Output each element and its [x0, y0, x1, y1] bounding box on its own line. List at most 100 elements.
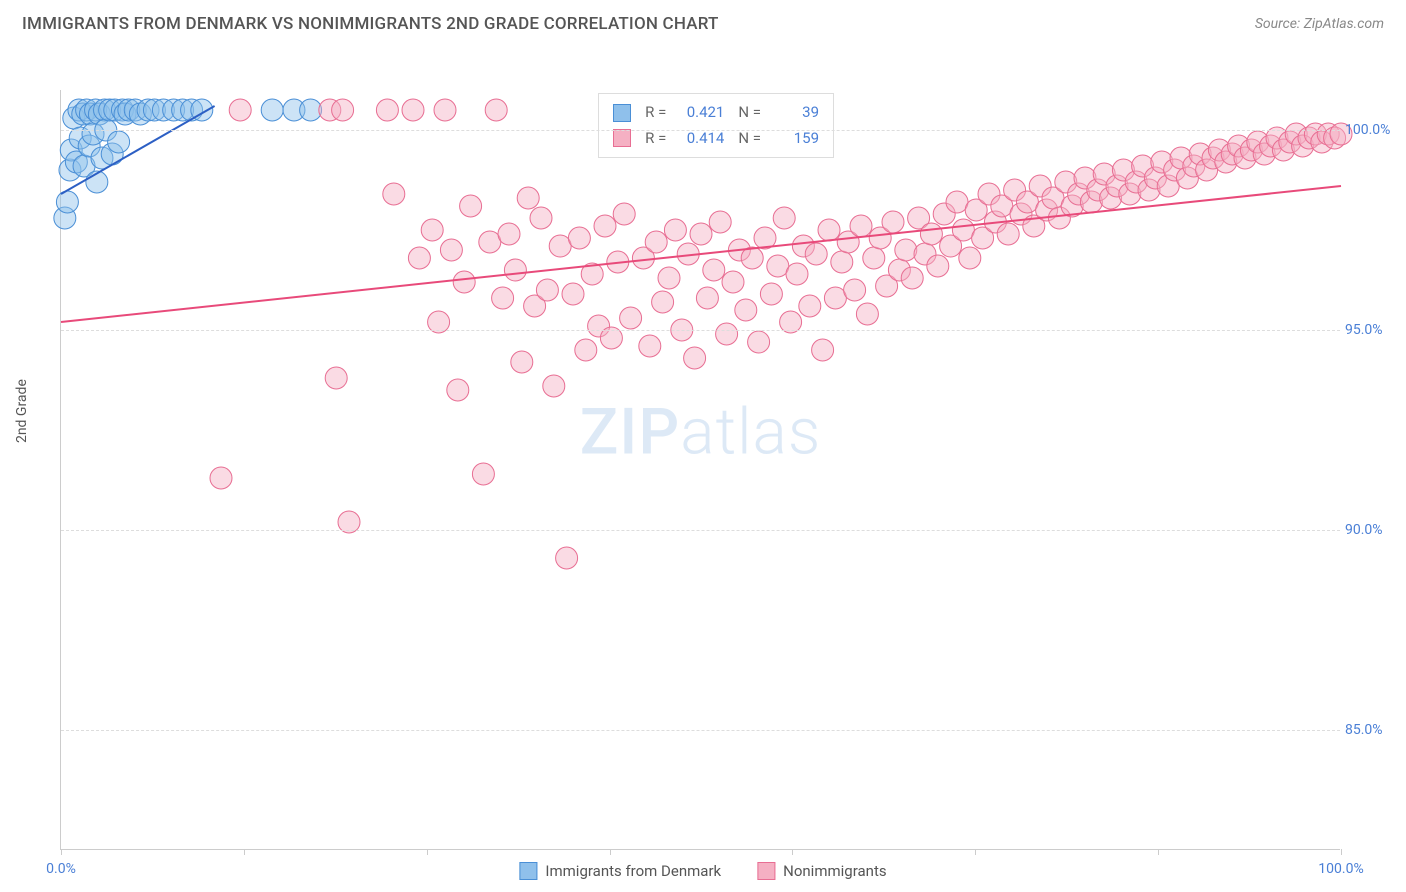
- scatter-point: [383, 183, 405, 205]
- scatter-point: [492, 287, 514, 309]
- scatter-point: [568, 227, 590, 249]
- scatter-point: [447, 379, 469, 401]
- scatter-point: [773, 207, 795, 229]
- n-value: 39: [771, 100, 819, 126]
- source-label: Source: ZipAtlas.com: [1255, 16, 1384, 32]
- scatter-point: [332, 99, 354, 121]
- scatter-point: [517, 187, 539, 209]
- scatter-point: [479, 231, 501, 253]
- scatter-point: [453, 271, 475, 293]
- scatter-point: [498, 223, 520, 245]
- scatter-point: [863, 247, 885, 269]
- gridline: [61, 330, 1340, 331]
- xtick: [975, 849, 976, 855]
- scatter-point: [652, 291, 674, 313]
- scatter-point: [485, 99, 507, 121]
- scatter-point: [562, 283, 584, 305]
- scatter-point: [959, 247, 981, 269]
- stats-row: R = 0.421 N = 39: [613, 100, 819, 126]
- scatter-point: [901, 267, 923, 289]
- xtick-label: 0.0%: [46, 861, 76, 877]
- scatter-point: [799, 295, 821, 317]
- ytick-label: 90.0%: [1345, 522, 1400, 538]
- scatter-point: [748, 331, 770, 353]
- scatter-svg: [61, 90, 1340, 849]
- legend-label: Immigrants from Denmark: [545, 862, 721, 880]
- scatter-point: [684, 347, 706, 369]
- scatter-point: [620, 307, 642, 329]
- scatter-point: [850, 215, 872, 237]
- scatter-point: [767, 255, 789, 277]
- scatter-point: [440, 239, 462, 261]
- xtick: [610, 849, 611, 855]
- swatch-icon: [519, 862, 537, 880]
- xtick: [792, 849, 793, 855]
- scatter-point: [511, 351, 533, 373]
- swatch-icon: [613, 129, 631, 147]
- legend-label: Nonimmigrants: [783, 862, 886, 880]
- ytick-label: 100.0%: [1345, 122, 1400, 138]
- scatter-point: [549, 235, 571, 257]
- scatter-point: [472, 463, 494, 485]
- scatter-point: [696, 287, 718, 309]
- scatter-point: [261, 99, 283, 121]
- legend-item: Nonimmigrants: [757, 862, 886, 880]
- r-label: R =: [645, 100, 666, 126]
- scatter-point: [703, 259, 725, 281]
- xtick: [1158, 849, 1159, 855]
- scatter-point: [658, 267, 680, 289]
- scatter-point: [613, 203, 635, 225]
- scatter-point: [639, 335, 661, 357]
- legend-item: Immigrants from Denmark: [519, 862, 721, 880]
- xtick-label: 100.0%: [1318, 861, 1363, 877]
- scatter-point: [952, 219, 974, 241]
- scatter-point: [895, 239, 917, 261]
- scatter-point: [664, 219, 686, 241]
- scatter-point: [735, 299, 757, 321]
- scatter-point: [927, 255, 949, 277]
- scatter-point: [760, 283, 782, 305]
- scatter-point: [831, 251, 853, 273]
- scatter-point: [645, 231, 667, 253]
- scatter-point: [818, 219, 840, 241]
- scatter-point: [946, 191, 968, 213]
- swatch-icon: [757, 862, 775, 880]
- scatter-point: [408, 247, 430, 269]
- scatter-point: [530, 207, 552, 229]
- scatter-point: [786, 263, 808, 285]
- scatter-point: [805, 243, 827, 265]
- scatter-point: [556, 547, 578, 569]
- scatter-point: [997, 223, 1019, 245]
- xtick: [61, 849, 62, 855]
- scatter-point: [434, 99, 456, 121]
- chart-container: 2nd Grade ZIPatlas R = 0.421 N = 39 R = …: [0, 42, 1406, 892]
- bottom-legend: Immigrants from Denmark Nonimmigrants: [519, 862, 886, 880]
- scatter-point: [543, 375, 565, 397]
- r-value: 0.421: [676, 100, 724, 126]
- gridline: [61, 130, 1340, 131]
- gridline: [61, 730, 1340, 731]
- scatter-point: [108, 131, 130, 153]
- gridline: [61, 530, 1340, 531]
- xtick: [244, 849, 245, 855]
- scatter-point: [460, 195, 482, 217]
- stats-legend: R = 0.421 N = 39 R = 0.414 N = 159: [598, 93, 834, 158]
- scatter-point: [812, 339, 834, 361]
- scatter-point: [709, 211, 731, 233]
- scatter-point: [325, 367, 347, 389]
- xtick: [1341, 849, 1342, 855]
- scatter-point: [856, 303, 878, 325]
- ytick-label: 85.0%: [1345, 722, 1400, 738]
- scatter-point: [536, 279, 558, 301]
- swatch-icon: [613, 104, 631, 122]
- scatter-point: [920, 223, 942, 245]
- scatter-point: [421, 219, 443, 241]
- scatter-point: [376, 99, 398, 121]
- scatter-point: [824, 287, 846, 309]
- scatter-point: [504, 259, 526, 281]
- scatter-point: [402, 99, 424, 121]
- scatter-point: [690, 223, 712, 245]
- n-label: N =: [738, 100, 761, 126]
- xtick: [427, 849, 428, 855]
- scatter-point: [575, 339, 597, 361]
